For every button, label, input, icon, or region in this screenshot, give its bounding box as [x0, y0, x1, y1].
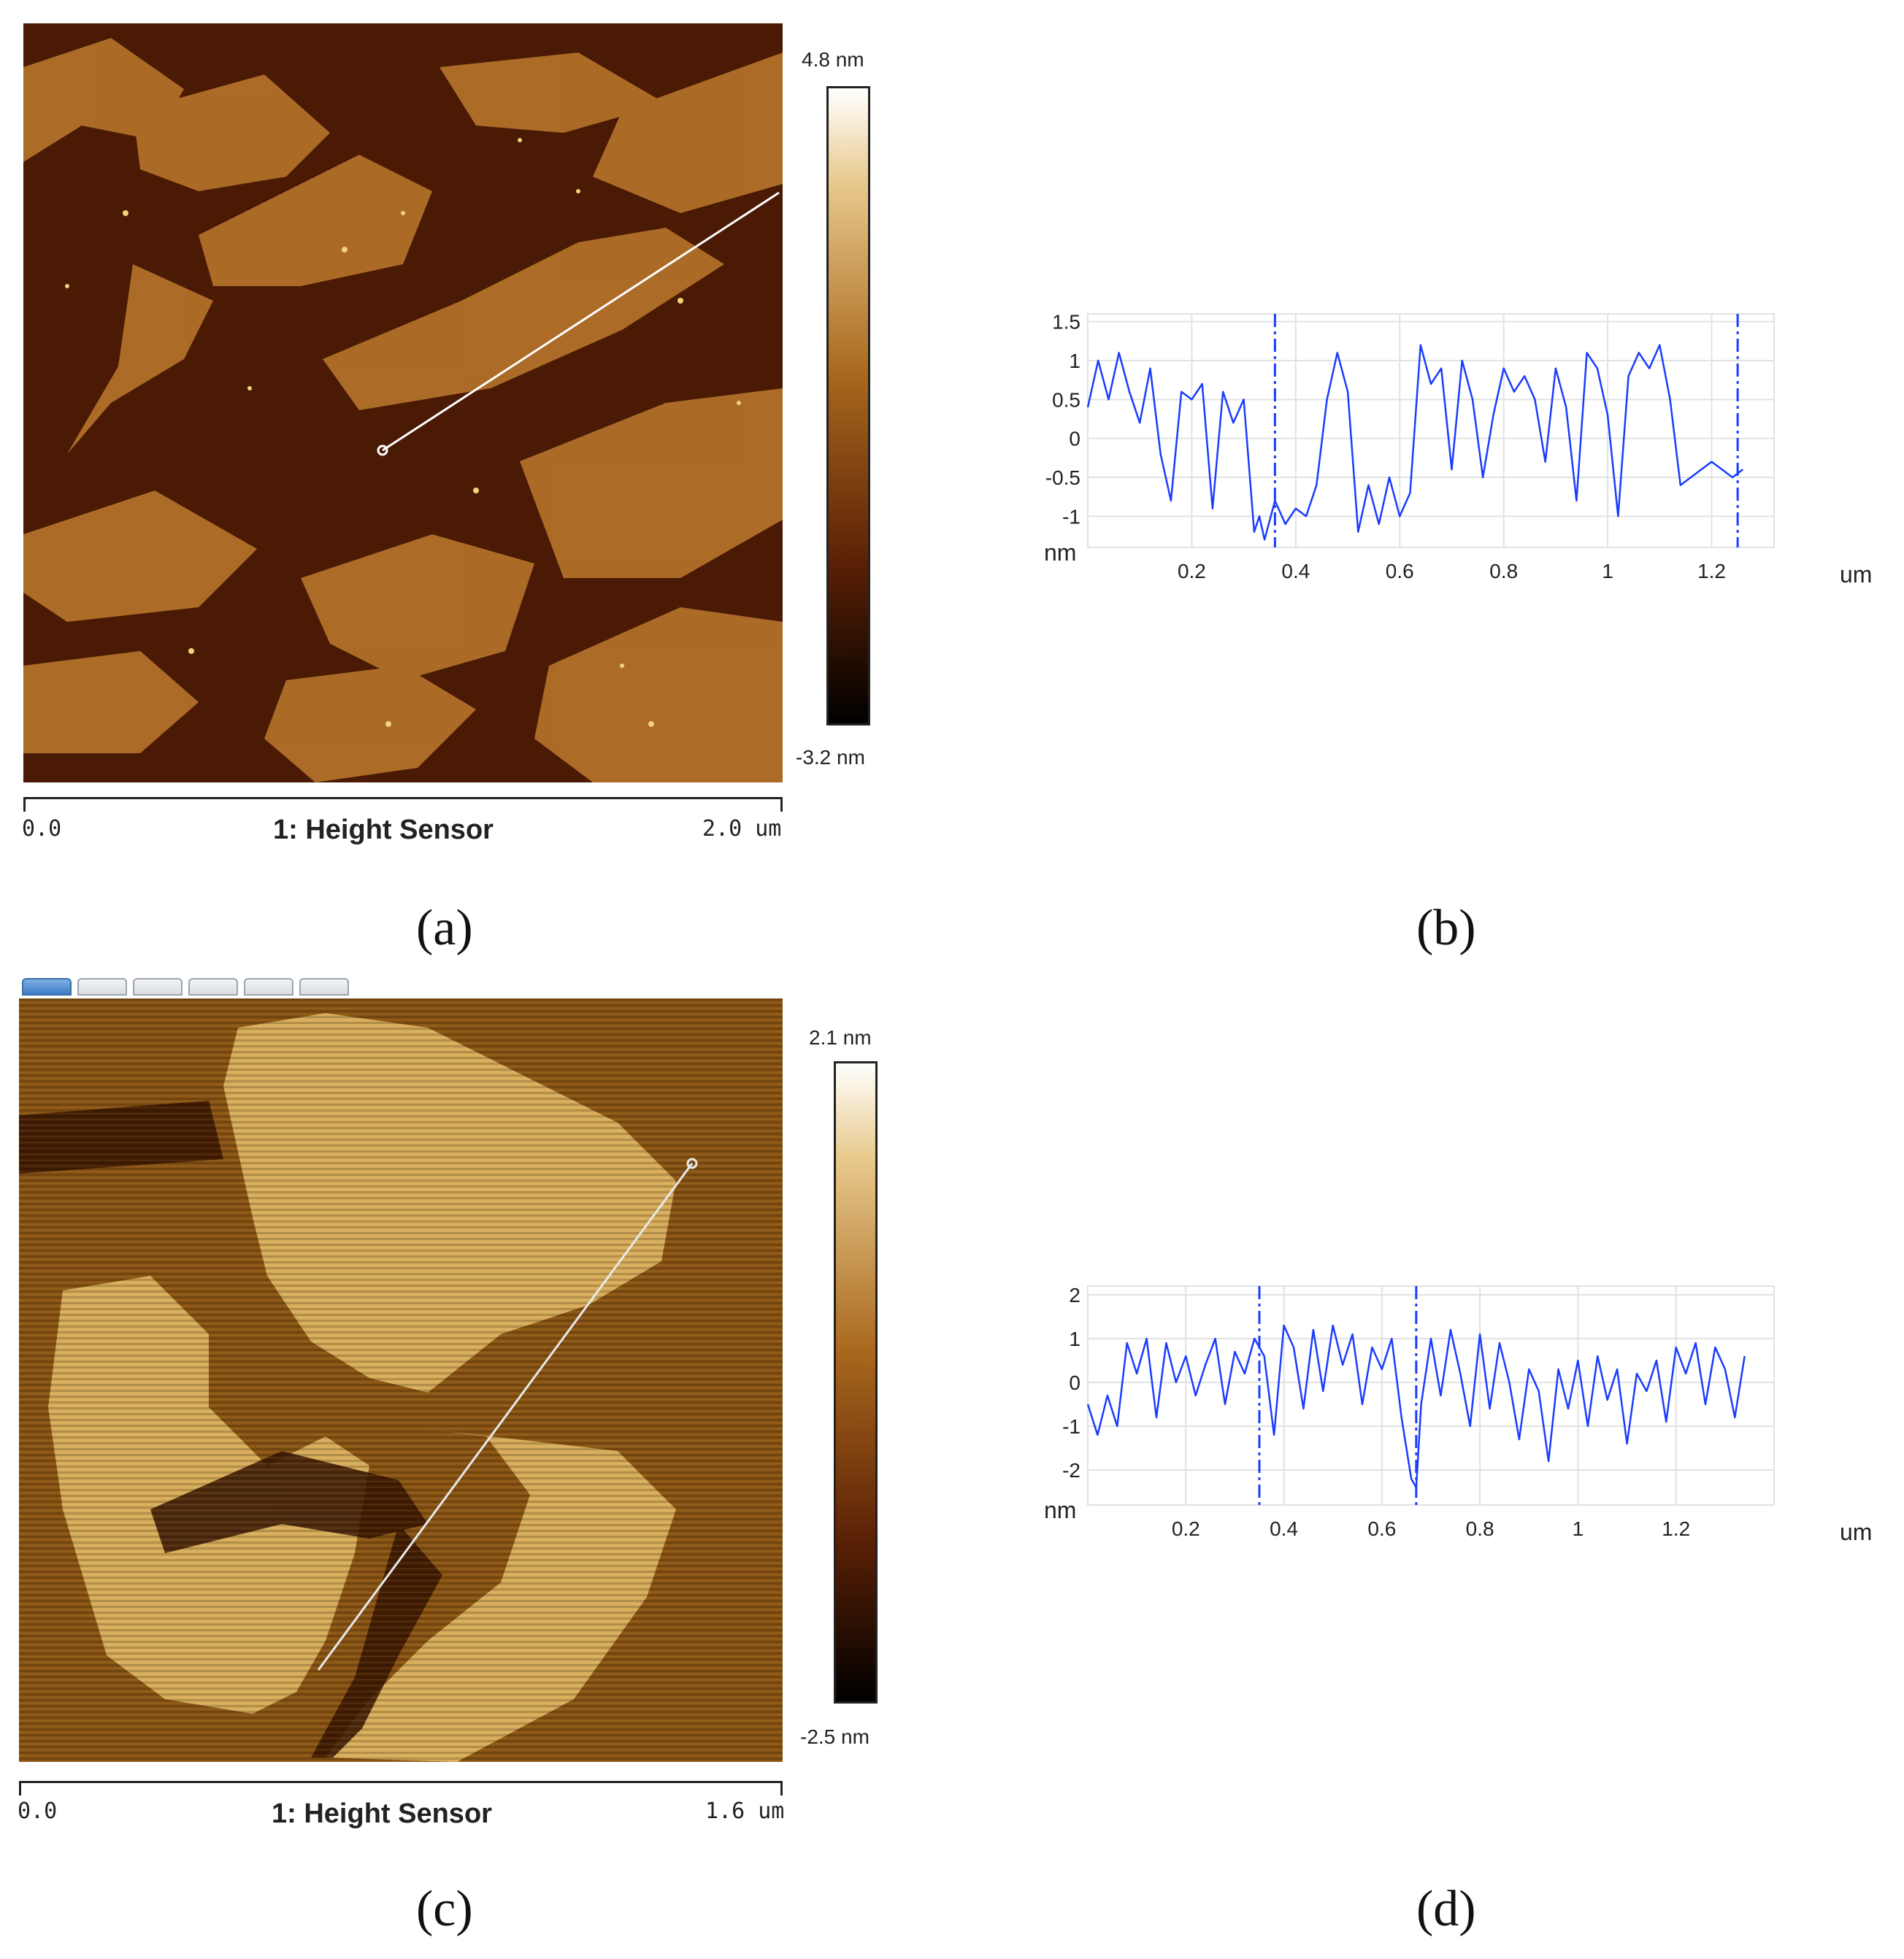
- x-tick-label: 1: [1573, 1517, 1584, 1540]
- toolbar-button-6[interactable]: [299, 978, 349, 996]
- scalebar-c: [19, 1781, 783, 1796]
- toolbar-button-5[interactable]: [244, 978, 293, 996]
- x-tick-label: 0.4: [1270, 1517, 1298, 1540]
- colorbar-max-label-c: 2.1 nm: [809, 1026, 872, 1049]
- y-tick-label: 1: [1069, 1328, 1080, 1350]
- afm-panel-a: 4.8 nm -3.2 nm 0.0 1: Height Sensor 2.0 …: [0, 0, 891, 876]
- y-tick-label: -1: [1062, 505, 1080, 528]
- colorbar-c: [834, 1061, 878, 1704]
- y-tick-label: -0.5: [1045, 466, 1080, 489]
- y-tick-label: -2: [1062, 1459, 1080, 1482]
- viewer-toolbar: [22, 978, 349, 996]
- height-profile-chart-d: 2 1 0 -1 -2 0.2 0.4 0.6 0.8 1 1.2 nm um: [1044, 1284, 1872, 1545]
- y-tick-label: 0: [1069, 428, 1080, 450]
- x-axis-unit-label: um: [1840, 561, 1872, 588]
- afm-height-image-a: [23, 23, 783, 782]
- profile-series-line: [1086, 1324, 1746, 1489]
- x-tick-label: 1: [1602, 560, 1613, 582]
- y-tick-label: 1: [1069, 350, 1080, 372]
- scalebar-left-label-c: 0.0: [18, 1798, 58, 1824]
- y-tick-label: -1: [1062, 1415, 1080, 1438]
- x-tick-label: 1.2: [1662, 1517, 1690, 1540]
- x-tick-label: 0.8: [1489, 560, 1518, 582]
- x-tick-label: 0.6: [1386, 560, 1414, 582]
- x-tick-label: 0.2: [1178, 560, 1206, 582]
- plot-frame: [1087, 313, 1775, 548]
- colorbar-min-label-a: -3.2 nm: [796, 746, 865, 769]
- toolbar-button-2[interactable]: [77, 978, 127, 996]
- y-tick-label: 0: [1069, 1371, 1080, 1394]
- y-tick-label: 1.5: [1052, 311, 1080, 334]
- y-axis-unit-label: nm: [1044, 1497, 1076, 1523]
- y-axis-unit-label: nm: [1044, 539, 1076, 566]
- afm-height-image-c: [19, 998, 783, 1762]
- x-axis-unit-label: um: [1840, 1519, 1872, 1545]
- afm-channel-title-c: 1: Height Sensor: [272, 1798, 492, 1829]
- y-tick-label: 2: [1069, 1284, 1080, 1306]
- toolbar-button-3[interactable]: [133, 978, 183, 996]
- afm-panel-c: 2.1 nm -2.5 nm 0.0 1: Height Sensor 1.6 …: [0, 978, 891, 1854]
- x-tick-label: 0.4: [1281, 560, 1310, 582]
- caption-b: (b): [1416, 900, 1476, 956]
- caption-c: (c): [416, 1881, 473, 1937]
- x-tick-label: 0.8: [1466, 1517, 1494, 1540]
- y-tick-label: 0.5: [1052, 388, 1080, 411]
- x-tick-label: 0.6: [1367, 1517, 1396, 1540]
- caption-a: (a): [416, 900, 473, 956]
- toolbar-button-4[interactable]: [188, 978, 238, 996]
- colorbar-max-label-a: 4.8 nm: [802, 48, 864, 71]
- scalebar-left-label-a: 0.0: [22, 816, 62, 842]
- plot-frame: [1087, 1285, 1775, 1506]
- caption-d: (d): [1416, 1881, 1476, 1937]
- toolbar-button-1[interactable]: [22, 978, 72, 996]
- scalebar-right-label-a: 2.0 um: [702, 816, 782, 842]
- colorbar-a: [826, 86, 870, 726]
- scalebar-right-label-c: 1.6 um: [705, 1798, 785, 1824]
- scalebar-a: [23, 797, 783, 812]
- x-tick-label: 1.2: [1697, 560, 1726, 582]
- profile-series-line: [1086, 344, 1744, 541]
- colorbar-min-label-c: -2.5 nm: [800, 1725, 870, 1748]
- height-profile-chart-b: 1.5 1 0.5 0 -0.5 -1 0.2 0.4 0.6 0.8 1 1.2 nm um: [1044, 311, 1872, 588]
- afm-channel-title-a: 1: Height Sensor: [273, 815, 494, 845]
- x-tick-label: 0.2: [1172, 1517, 1200, 1540]
